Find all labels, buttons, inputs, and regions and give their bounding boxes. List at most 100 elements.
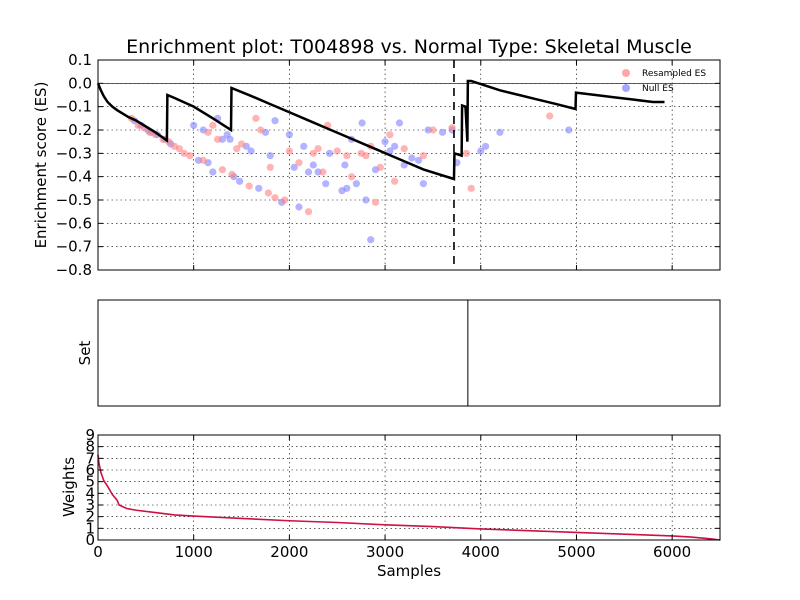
resampled-es-point [391,177,399,185]
resampled-es-point [295,159,303,167]
null-es-point [358,119,366,127]
y-tick-label: 9 [85,426,95,444]
null-es-point [266,152,274,160]
resampled-es-point [371,198,380,206]
null-es-point [209,168,217,176]
y-tick-label: 4 [85,484,95,502]
y-tick-label: −0.4 [56,168,92,186]
y-tick-label: 0 [85,531,95,549]
resampled-es-point [204,128,212,136]
enrichment-frame [97,59,721,271]
null-es-point [343,184,351,192]
null-es-point [408,154,416,162]
y-tick-label: 2 [85,508,95,526]
set-y-axis-label: Set [76,341,94,366]
resampled-es-point [448,124,456,132]
null-es-point [271,117,279,125]
y-tick-label: 0.0 [68,74,92,92]
resampled-es-point [180,149,188,157]
null-es-point [285,131,293,139]
null-es-point [381,138,389,146]
x-tick-label: 2000 [270,543,308,561]
null-es-point [565,126,573,134]
weights-frame [97,434,721,541]
resampled-es-point [228,170,236,178]
resampled-es-point [333,147,341,155]
enrichment-y-ticks: 0.1 0.0 −0.1 −0.2 −0.3 −0.4 −0.5 −0.6 −0.7 −0.8 [56,51,720,279]
null-es-point [391,142,399,150]
y-tick-label: 1 [85,519,95,537]
es-curve [96,79,665,181]
resampled-es-point [199,156,207,164]
x-tick-label: 5000 [557,543,595,561]
resampled-es-point [266,163,274,171]
y-tick-label: 3 [85,496,95,514]
legend-label-resampled: Resampled ES [642,69,706,79]
x-tick-label: 3000 [366,543,404,561]
null-es-point [226,135,234,143]
legend: Resampled ES Null ES [622,69,706,94]
resampled-es-point [347,173,356,181]
resampled-es-point [209,121,217,129]
null-es-point [386,147,394,155]
resampled-es-point [429,126,437,134]
resampled-es-point [271,194,279,202]
resampled-es-point [546,112,554,120]
y-tick-label: −0.8 [56,261,92,279]
resampled-es-point [264,189,272,197]
x-axis-label: Samples [377,562,441,580]
null-es-point [255,184,263,192]
weights-plot-area [98,435,720,540]
resampled-es-point [309,149,317,157]
null-es-point [295,203,303,211]
y-tick-label: −0.2 [56,121,92,139]
resampled-es-point [245,182,253,190]
null-es-point [322,180,330,188]
y-tick-label: 6 [85,461,95,479]
resampled-es-point [281,196,289,204]
y-tick-label: −0.3 [56,144,92,162]
resampled-es-point [257,126,265,134]
y-tick-label: 5 [85,473,95,491]
resampled-es-point [252,114,260,122]
null-es-point [247,147,255,155]
resampled-es-point [233,145,241,153]
enrichment-panel: 0.1 0.0 −0.1 −0.2 −0.3 −0.4 −0.5 −0.6 −0.7 −0.8 E… [32,36,721,279]
resampled-es-point [314,145,322,153]
resampled-es-point [319,168,327,176]
weights-y-axis-label: Weights [60,457,78,517]
resampled-es-points [127,112,554,216]
resampled-es-point [218,166,226,174]
enrichment-plot-area [98,60,720,270]
resampled-es-point [467,184,475,192]
x-tick-label: 6000 [653,543,691,561]
null-es-point [367,236,375,244]
y-tick-label: 7 [85,449,95,467]
null-es-point [325,149,334,157]
x-tick-label: 1000 [175,543,213,561]
chart-title: Enrichment plot: T004898 vs. Normal Type… [126,36,692,58]
weights-curve [97,454,721,541]
y-tick-label: 8 [85,438,95,456]
resampled-es-point [362,152,370,160]
null-es-point [438,128,447,136]
resampled-es-point [400,145,408,153]
resampled-es-point [237,140,246,148]
null-es-point [395,119,404,127]
null-es-point [352,180,360,188]
null-es-point [236,177,244,185]
y-tick-label: −0.1 [56,98,92,116]
null-es-point [341,161,349,169]
null-es-point [190,121,198,129]
null-es-point [414,156,423,164]
enrichment-y-axis-label: Enrichment score (ES) [32,82,50,249]
y-tick-label: −0.5 [56,191,92,209]
y-tick-label: 0.1 [68,51,92,69]
null-es-point [481,142,490,150]
null-es-point [477,147,485,155]
null-es-point [309,161,317,169]
resampled-es-point [343,152,351,160]
resampled-es-point [462,149,471,157]
